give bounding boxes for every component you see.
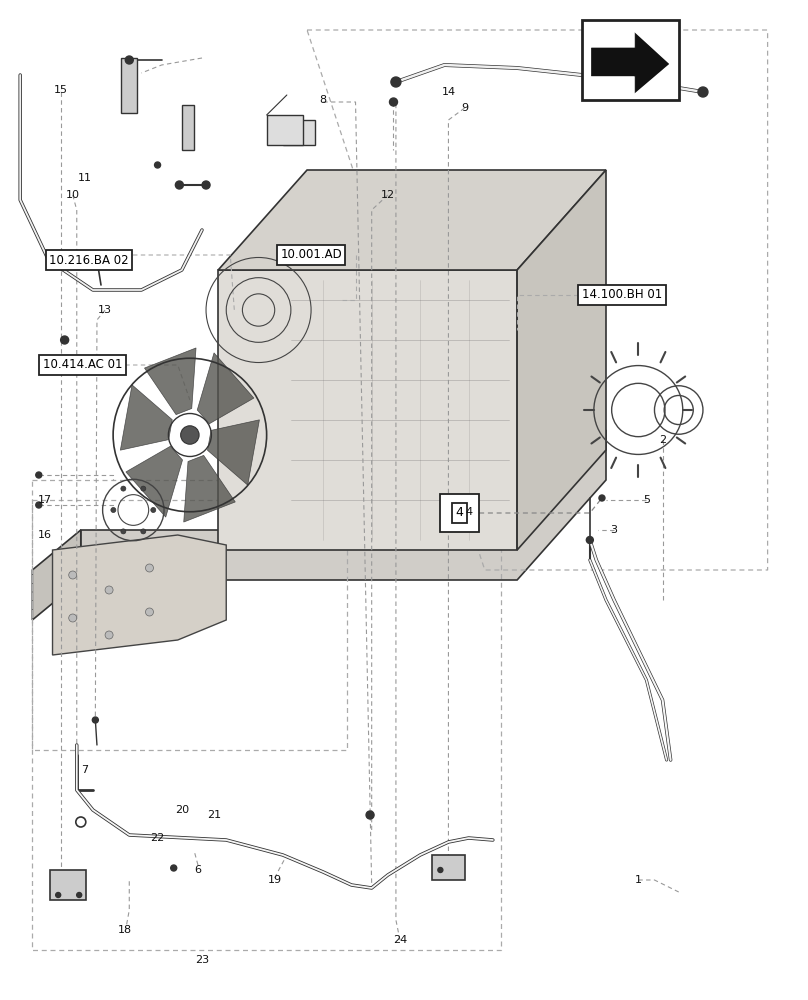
Text: 14: 14 (441, 87, 456, 97)
Bar (440, 494, 479, 532)
Circle shape (77, 892, 82, 898)
Bar (267, 115, 303, 145)
Polygon shape (183, 455, 235, 522)
Polygon shape (197, 353, 254, 424)
Text: 1: 1 (635, 875, 642, 885)
Circle shape (121, 529, 126, 534)
Text: 24: 24 (393, 935, 407, 945)
Circle shape (36, 472, 42, 478)
Text: 6: 6 (195, 865, 201, 875)
Circle shape (141, 529, 145, 534)
Text: 10.216.BA 02: 10.216.BA 02 (49, 253, 128, 266)
Circle shape (366, 811, 374, 819)
Circle shape (141, 486, 145, 491)
Circle shape (438, 867, 443, 872)
Text: 14.100.BH 01: 14.100.BH 01 (582, 288, 663, 302)
Text: 15: 15 (53, 85, 68, 95)
Bar (50, 870, 86, 900)
Circle shape (145, 564, 154, 572)
Circle shape (94, 256, 100, 263)
Text: 11: 11 (78, 173, 92, 183)
Text: 10: 10 (65, 190, 80, 200)
Circle shape (56, 892, 61, 898)
Text: 20: 20 (175, 805, 189, 815)
Text: 21: 21 (207, 810, 221, 820)
Circle shape (587, 536, 593, 544)
Text: 4: 4 (465, 507, 472, 517)
Polygon shape (145, 348, 196, 415)
Polygon shape (218, 270, 517, 550)
Polygon shape (126, 446, 183, 517)
Text: 5: 5 (643, 495, 650, 505)
Text: 13: 13 (98, 305, 112, 315)
Polygon shape (591, 32, 669, 94)
Text: 19: 19 (267, 875, 282, 885)
Circle shape (69, 614, 77, 622)
Circle shape (151, 508, 156, 512)
Polygon shape (517, 170, 606, 550)
Circle shape (170, 865, 177, 871)
Text: 12: 12 (381, 190, 395, 200)
Polygon shape (120, 385, 172, 450)
Circle shape (105, 631, 113, 639)
Bar (283, 120, 315, 145)
Bar (121, 58, 137, 113)
Polygon shape (208, 420, 259, 485)
Text: 22: 22 (150, 833, 165, 843)
Text: 2: 2 (659, 435, 666, 445)
Circle shape (61, 336, 69, 344)
Circle shape (111, 508, 116, 512)
Circle shape (92, 717, 99, 723)
Circle shape (599, 495, 605, 501)
Text: 10.001.AD: 10.001.AD (280, 248, 342, 261)
Text: 17: 17 (37, 495, 52, 505)
Polygon shape (32, 530, 81, 620)
Circle shape (125, 56, 133, 64)
Text: 8: 8 (320, 95, 326, 105)
Bar (582, 20, 679, 100)
Circle shape (76, 817, 86, 827)
Circle shape (202, 181, 210, 189)
Text: 18: 18 (118, 925, 133, 935)
Circle shape (121, 486, 126, 491)
Circle shape (181, 426, 199, 444)
Circle shape (391, 77, 401, 87)
Text: 9: 9 (461, 103, 468, 113)
Text: 23: 23 (195, 955, 209, 965)
Circle shape (69, 571, 77, 579)
Text: 16: 16 (37, 530, 52, 540)
Polygon shape (81, 430, 606, 580)
Polygon shape (53, 535, 226, 655)
Circle shape (154, 162, 161, 168)
Circle shape (105, 586, 113, 594)
Circle shape (389, 98, 398, 106)
Text: 7: 7 (82, 765, 88, 775)
Circle shape (175, 181, 183, 189)
Circle shape (145, 608, 154, 616)
Circle shape (36, 502, 42, 508)
Bar (182, 105, 194, 150)
Text: 3: 3 (611, 525, 617, 535)
Bar (432, 855, 465, 880)
Polygon shape (218, 170, 606, 270)
Text: 4: 4 (456, 506, 464, 520)
Circle shape (698, 87, 708, 97)
Text: 10.414.AC 01: 10.414.AC 01 (43, 359, 122, 371)
